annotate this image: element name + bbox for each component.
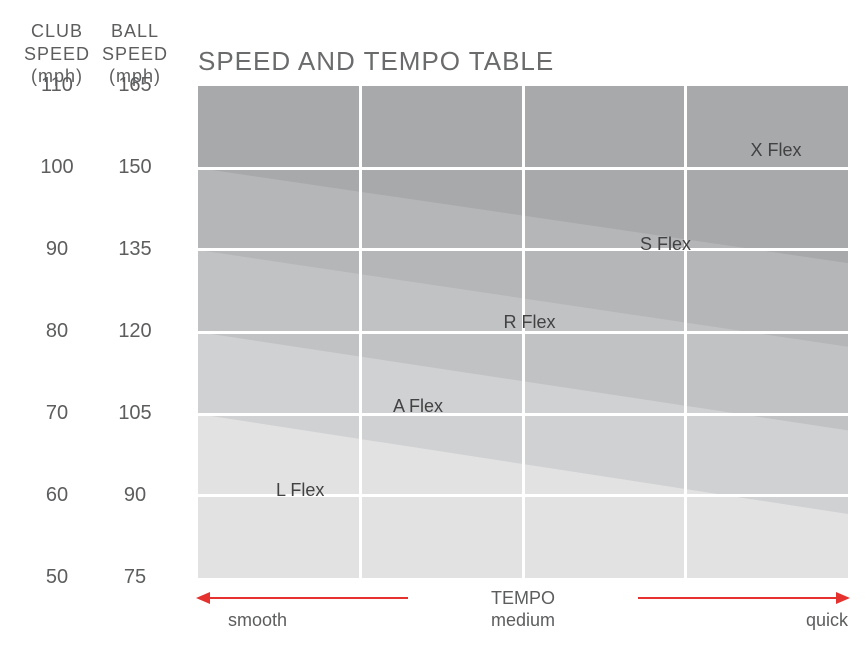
- chart-title: SPEED AND TEMPO TABLE: [198, 46, 554, 77]
- y-tick-ball: 90: [98, 484, 172, 507]
- y-tick-ball: 135: [98, 238, 172, 261]
- x-label-smooth: smooth: [228, 610, 287, 631]
- y-tick-club: 110: [20, 74, 94, 97]
- y-tick-ball: 150: [98, 156, 172, 179]
- band-label: L Flex: [276, 480, 324, 501]
- y-tick-ball: 105: [98, 402, 172, 425]
- x-arrow-right-icon: [836, 592, 850, 604]
- y-tick-club: 50: [20, 566, 94, 589]
- y-header-ball-l1: BALL: [111, 21, 159, 41]
- band-label: R Flex: [504, 312, 556, 333]
- x-line-left: [208, 597, 408, 599]
- x-label-tempo-title: TEMPO: [491, 588, 555, 609]
- y-tick-club: 60: [20, 484, 94, 507]
- grid-h: [198, 413, 848, 416]
- grid-h: [198, 248, 848, 251]
- x-label-medium: medium: [491, 610, 555, 631]
- x-label-quick: quick: [806, 610, 848, 631]
- chart-root: SPEED AND TEMPO TABLE CLUB SPEED (mph) B…: [20, 20, 848, 650]
- x-axis: smooth TEMPO medium quick: [198, 592, 848, 642]
- y-tick-club: 80: [20, 320, 94, 343]
- y-header-club-l2: SPEED: [24, 44, 90, 64]
- band-label: A Flex: [393, 396, 443, 417]
- y-header-ball-l2: SPEED: [102, 44, 168, 64]
- band-label: X Flex: [751, 140, 802, 161]
- band-label: S Flex: [640, 234, 691, 255]
- y-tick-ball: 75: [98, 566, 172, 589]
- grid-h: [198, 167, 848, 170]
- y-tick-club: 90: [20, 238, 94, 261]
- y-tick-club: 100: [20, 156, 94, 179]
- plot-area: X Flex S Flex R Flex A Flex L Flex: [198, 86, 848, 578]
- y-tick-club: 70: [20, 402, 94, 425]
- y-header-club-l1: CLUB: [31, 21, 83, 41]
- y-tick-ball: 165: [98, 74, 172, 97]
- y-tick-ball: 120: [98, 320, 172, 343]
- x-line-right: [638, 597, 838, 599]
